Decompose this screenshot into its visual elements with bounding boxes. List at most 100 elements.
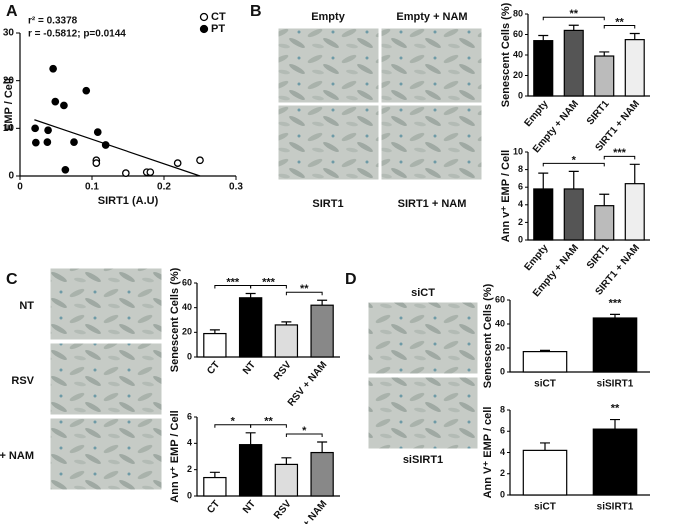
bar xyxy=(310,451,334,497)
y-tick-label: 40 xyxy=(182,302,192,312)
x-tick-label: 0.2 xyxy=(157,182,171,193)
significance-label: ** xyxy=(611,402,620,414)
x-tick-label: RSV xyxy=(272,498,294,521)
y-tick-label: 0 xyxy=(500,366,505,376)
y-tick-label: 8 xyxy=(518,164,523,174)
point xyxy=(173,159,182,167)
significance-label: *** xyxy=(609,297,623,309)
significance-bracket xyxy=(285,291,323,296)
point xyxy=(51,97,60,106)
error-bar xyxy=(245,292,256,298)
x-tick-label: NT xyxy=(241,499,258,516)
error-bar xyxy=(540,442,550,451)
bar xyxy=(592,428,638,496)
y-axis-label: Ann v⁺ EMP / Cell xyxy=(169,410,181,502)
micrograph-label: NT xyxy=(19,300,34,312)
bar xyxy=(274,324,299,358)
significance-label: * xyxy=(572,154,577,166)
micrograph xyxy=(367,376,479,450)
legend-label: PT xyxy=(211,23,225,35)
point xyxy=(82,86,91,95)
y-tick-label: 4 xyxy=(500,447,505,457)
bar xyxy=(238,297,263,358)
x-tick-label: siCT xyxy=(534,379,556,390)
point xyxy=(31,138,40,147)
micrograph-label: RSV xyxy=(11,375,34,387)
bar xyxy=(624,183,645,241)
y-axis-label: Senescent Cells (%) xyxy=(482,283,494,388)
annotation: r² = 0.3378 xyxy=(28,16,78,27)
error-bar xyxy=(568,24,579,31)
y-axis-label: Ann v⁺ EMP / Cell xyxy=(500,150,512,242)
x-tick-label: NT xyxy=(241,360,258,377)
x-tick-label: 0.1 xyxy=(85,182,99,193)
y-tick-label: 60 xyxy=(495,294,505,304)
micrograph xyxy=(49,417,163,491)
error-bar xyxy=(209,329,220,334)
point xyxy=(49,64,57,73)
panel-letter: A xyxy=(6,3,18,20)
bar xyxy=(203,332,227,358)
bar xyxy=(533,188,554,241)
error-bar xyxy=(610,313,620,318)
y-tick-label: 10 xyxy=(513,146,523,156)
significance-label: ** xyxy=(615,16,624,28)
significance-bracket xyxy=(250,424,287,428)
bar xyxy=(310,304,334,358)
x-tick-label: Empty xyxy=(522,98,550,129)
panel-letter: D xyxy=(345,271,357,288)
y-tick-label: 0 xyxy=(500,489,505,499)
error-bar xyxy=(538,172,549,189)
x-tick-label: Empty xyxy=(522,242,550,273)
point xyxy=(146,168,155,177)
bar xyxy=(563,29,584,97)
y-tick-label: 20 xyxy=(182,327,192,337)
significance-bracket xyxy=(542,162,605,167)
significance-bracket xyxy=(542,16,605,21)
point xyxy=(43,138,52,147)
y-tick-label: 6 xyxy=(500,426,505,436)
point xyxy=(196,156,204,165)
micrograph-label: siCT xyxy=(411,287,435,299)
error-bar xyxy=(599,51,610,57)
y-tick-label: 0 xyxy=(8,171,14,182)
bar xyxy=(522,351,568,373)
micrograph xyxy=(380,27,483,104)
point xyxy=(70,138,78,147)
x-axis-label: SIRT1 (A.U) xyxy=(98,195,159,207)
micrograph xyxy=(277,27,380,104)
significance-label: ** xyxy=(569,8,578,20)
y-tick-label: 20 xyxy=(513,70,523,80)
y-tick-label: 60 xyxy=(182,277,192,287)
y-tick-label: 0 xyxy=(518,234,523,244)
error-bar xyxy=(629,32,640,40)
error-bar xyxy=(281,321,292,325)
y-tick-label: 8 xyxy=(500,404,505,414)
micrograph xyxy=(49,342,163,416)
error-bar xyxy=(610,418,620,430)
error-bar xyxy=(629,163,640,184)
point xyxy=(61,165,70,174)
error-bar xyxy=(317,441,328,453)
error-bar xyxy=(245,432,256,445)
y-axis-label: Ann V⁺ EMP / cell xyxy=(482,407,494,499)
error-bar xyxy=(209,471,220,478)
y-tick-label: 60 xyxy=(513,29,523,39)
x-tick-label: siCT xyxy=(534,502,556,513)
micrograph xyxy=(49,267,163,341)
micrograph-label: Empty + NAM xyxy=(396,11,467,23)
error-bar xyxy=(317,299,328,306)
x-tick-label: RSV xyxy=(272,359,294,382)
y-tick-label: 40 xyxy=(513,49,523,59)
fit-line xyxy=(34,119,201,177)
error-bar xyxy=(540,349,550,352)
significance-label: ** xyxy=(264,416,273,428)
significance-label: * xyxy=(302,425,307,437)
x-tick-label: SIRT1 xyxy=(585,98,612,127)
x-tick-label: siSIRT1 xyxy=(597,379,634,390)
x-tick-label: 0.3 xyxy=(229,182,243,193)
micrograph-label: Empty xyxy=(311,11,346,23)
bar xyxy=(203,476,227,497)
micrograph xyxy=(367,301,479,375)
